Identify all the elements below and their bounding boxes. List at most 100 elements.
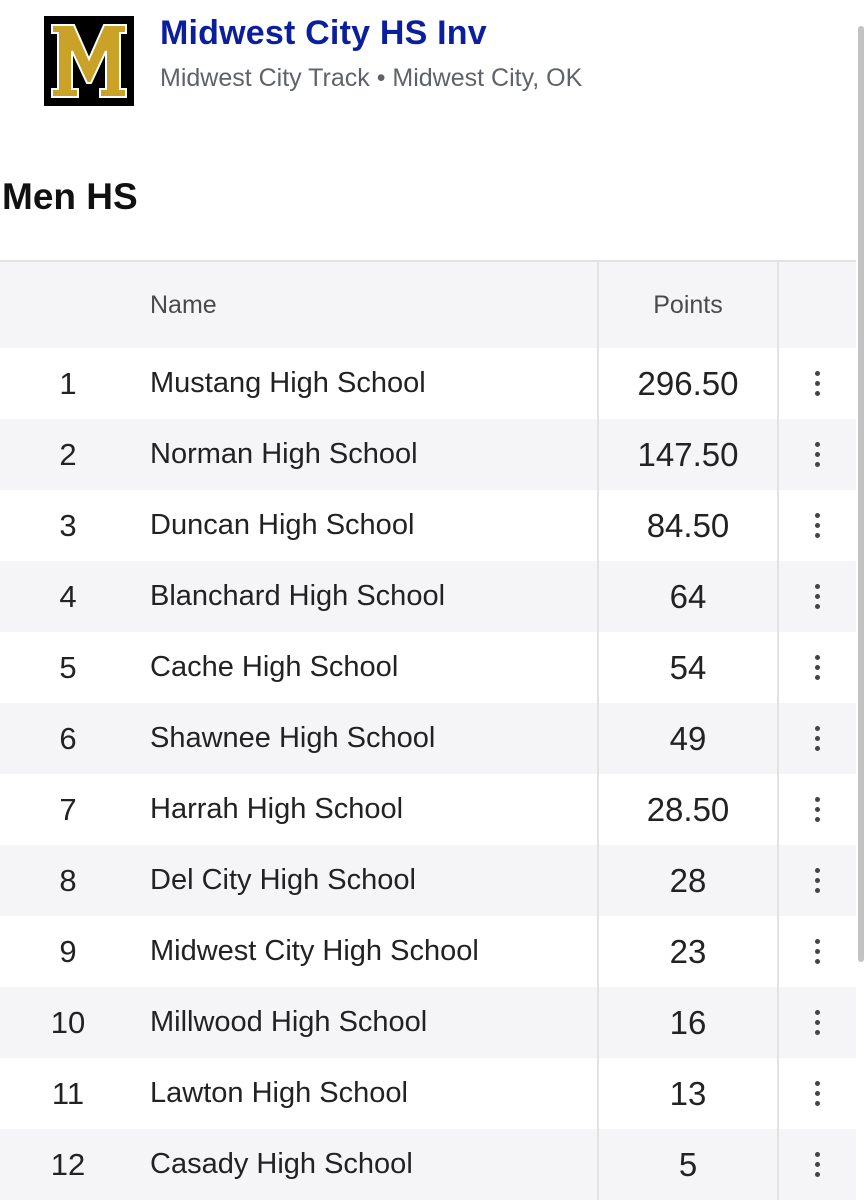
more-vertical-icon (814, 371, 820, 396)
menu-dot (814, 675, 820, 680)
rank-cell: 7 (59, 791, 77, 827)
menu-dot (814, 1081, 820, 1086)
menu-dot (814, 1020, 820, 1025)
rank-cell: 5 (59, 649, 77, 685)
points-column-header[interactable]: Points (653, 290, 723, 319)
menu-dot (814, 1162, 820, 1167)
more-vertical-icon (814, 1010, 820, 1035)
rank-cell: 2 (59, 436, 77, 472)
more-vertical-icon (814, 655, 820, 680)
row-menu-button[interactable] (778, 513, 856, 538)
more-vertical-icon (814, 726, 820, 751)
row-menu-button[interactable] (778, 655, 856, 680)
table-row[interactable]: 4 Blanchard High School 64 (0, 561, 856, 632)
more-vertical-icon (814, 1081, 820, 1106)
points-cell: 23 (669, 932, 707, 970)
meet-logo[interactable] (44, 16, 134, 106)
team-name-cell[interactable]: Casady High School (150, 1148, 413, 1180)
team-name-cell[interactable]: Duncan High School (150, 509, 415, 541)
points-cell: 54 (669, 648, 707, 686)
row-menu-button[interactable] (778, 371, 856, 396)
menu-dot (814, 452, 820, 457)
column-divider (777, 262, 779, 1200)
table-row[interactable]: 9 Midwest City High School 23 (0, 916, 856, 987)
table-row[interactable]: 10 Millwood High School 16 (0, 987, 856, 1058)
menu-dot (814, 523, 820, 528)
team-name-cell[interactable]: Millwood High School (150, 1006, 428, 1038)
meet-location: Midwest City Track • Midwest City, OK (160, 64, 583, 92)
menu-dot (814, 736, 820, 741)
menu-dot (814, 604, 820, 609)
table-row[interactable]: 7 Harrah High School 28.50 (0, 774, 856, 845)
table-row[interactable]: 5 Cache High School 54 (0, 632, 856, 703)
m-logo-icon (51, 24, 127, 98)
menu-dot (814, 746, 820, 751)
menu-dot (814, 1172, 820, 1177)
menu-dot (814, 665, 820, 670)
table-body: 1 Mustang High School 296.50 2 Norman High S… (0, 348, 856, 1200)
menu-dot (814, 371, 820, 376)
team-name-cell[interactable]: Harrah High School (150, 793, 404, 825)
rank-cell: 11 (51, 1075, 85, 1111)
menu-dot (814, 959, 820, 964)
menu-dot (814, 513, 820, 518)
points-cell: 28.50 (646, 790, 730, 828)
points-cell: 5 (678, 1145, 698, 1183)
points-cell: 64 (669, 577, 707, 615)
row-menu-button[interactable] (778, 939, 856, 964)
menu-dot (814, 1030, 820, 1035)
row-menu-button[interactable] (778, 584, 856, 609)
team-name-cell[interactable]: Lawton High School (150, 1077, 408, 1109)
menu-dot (814, 807, 820, 812)
meet-title[interactable]: Midwest City HS Inv (160, 14, 487, 52)
points-cell: 84.50 (646, 506, 730, 544)
points-cell: 16 (669, 1003, 707, 1041)
table-row[interactable]: 3 Duncan High School 84.50 (0, 490, 856, 561)
menu-dot (814, 381, 820, 386)
team-name-cell[interactable]: Shawnee High School (150, 722, 436, 754)
menu-dot (814, 817, 820, 822)
more-vertical-icon (814, 584, 820, 609)
section-title: Men HS (2, 176, 138, 217)
table-row[interactable]: 2 Norman High School 147.50 (0, 419, 856, 490)
more-vertical-icon (814, 1152, 820, 1177)
team-name-cell[interactable]: Midwest City High School (150, 935, 479, 967)
menu-dot (814, 1010, 820, 1015)
team-name-cell[interactable]: Del City High School (150, 864, 416, 896)
menu-dot (814, 949, 820, 954)
row-menu-button[interactable] (778, 726, 856, 751)
rank-cell: 12 (50, 1146, 86, 1182)
table-row[interactable]: 8 Del City High School 28 (0, 845, 856, 916)
points-cell: 28 (669, 861, 707, 899)
row-menu-button[interactable] (778, 1152, 856, 1177)
team-name-cell[interactable]: Cache High School (150, 651, 399, 683)
row-menu-button[interactable] (778, 868, 856, 893)
menu-dot (814, 1091, 820, 1096)
more-vertical-icon (814, 513, 820, 538)
team-name-cell[interactable]: Mustang High School (150, 367, 426, 399)
row-menu-button[interactable] (778, 442, 856, 467)
points-cell: 296.50 (637, 364, 739, 402)
rank-cell: 10 (50, 1004, 86, 1040)
table-row[interactable]: 11 Lawton High School 13 (0, 1058, 856, 1129)
name-column-header[interactable]: Name (150, 290, 217, 319)
rank-cell: 6 (59, 720, 77, 756)
points-cell: 13 (669, 1074, 707, 1112)
team-name-cell[interactable]: Blanchard High School (150, 580, 446, 612)
menu-dot (814, 594, 820, 599)
menu-dot (814, 584, 820, 589)
table-row[interactable]: 12 Casady High School 5 (0, 1129, 856, 1200)
menu-dot (814, 888, 820, 893)
menu-dot (814, 462, 820, 467)
row-menu-button[interactable] (778, 1010, 856, 1035)
team-scores-table: Name Points 1 Mustang High School 296.50 2 N… (0, 260, 856, 1200)
rank-cell: 1 (59, 365, 77, 401)
team-name-cell[interactable]: Norman High School (150, 438, 418, 470)
points-cell: 147.50 (637, 435, 739, 473)
row-menu-button[interactable] (778, 797, 856, 822)
column-divider (597, 262, 599, 1200)
scrollbar[interactable] (858, 26, 864, 962)
table-row[interactable]: 1 Mustang High School 296.50 (0, 348, 856, 419)
row-menu-button[interactable] (778, 1081, 856, 1106)
table-row[interactable]: 6 Shawnee High School 49 (0, 703, 856, 774)
